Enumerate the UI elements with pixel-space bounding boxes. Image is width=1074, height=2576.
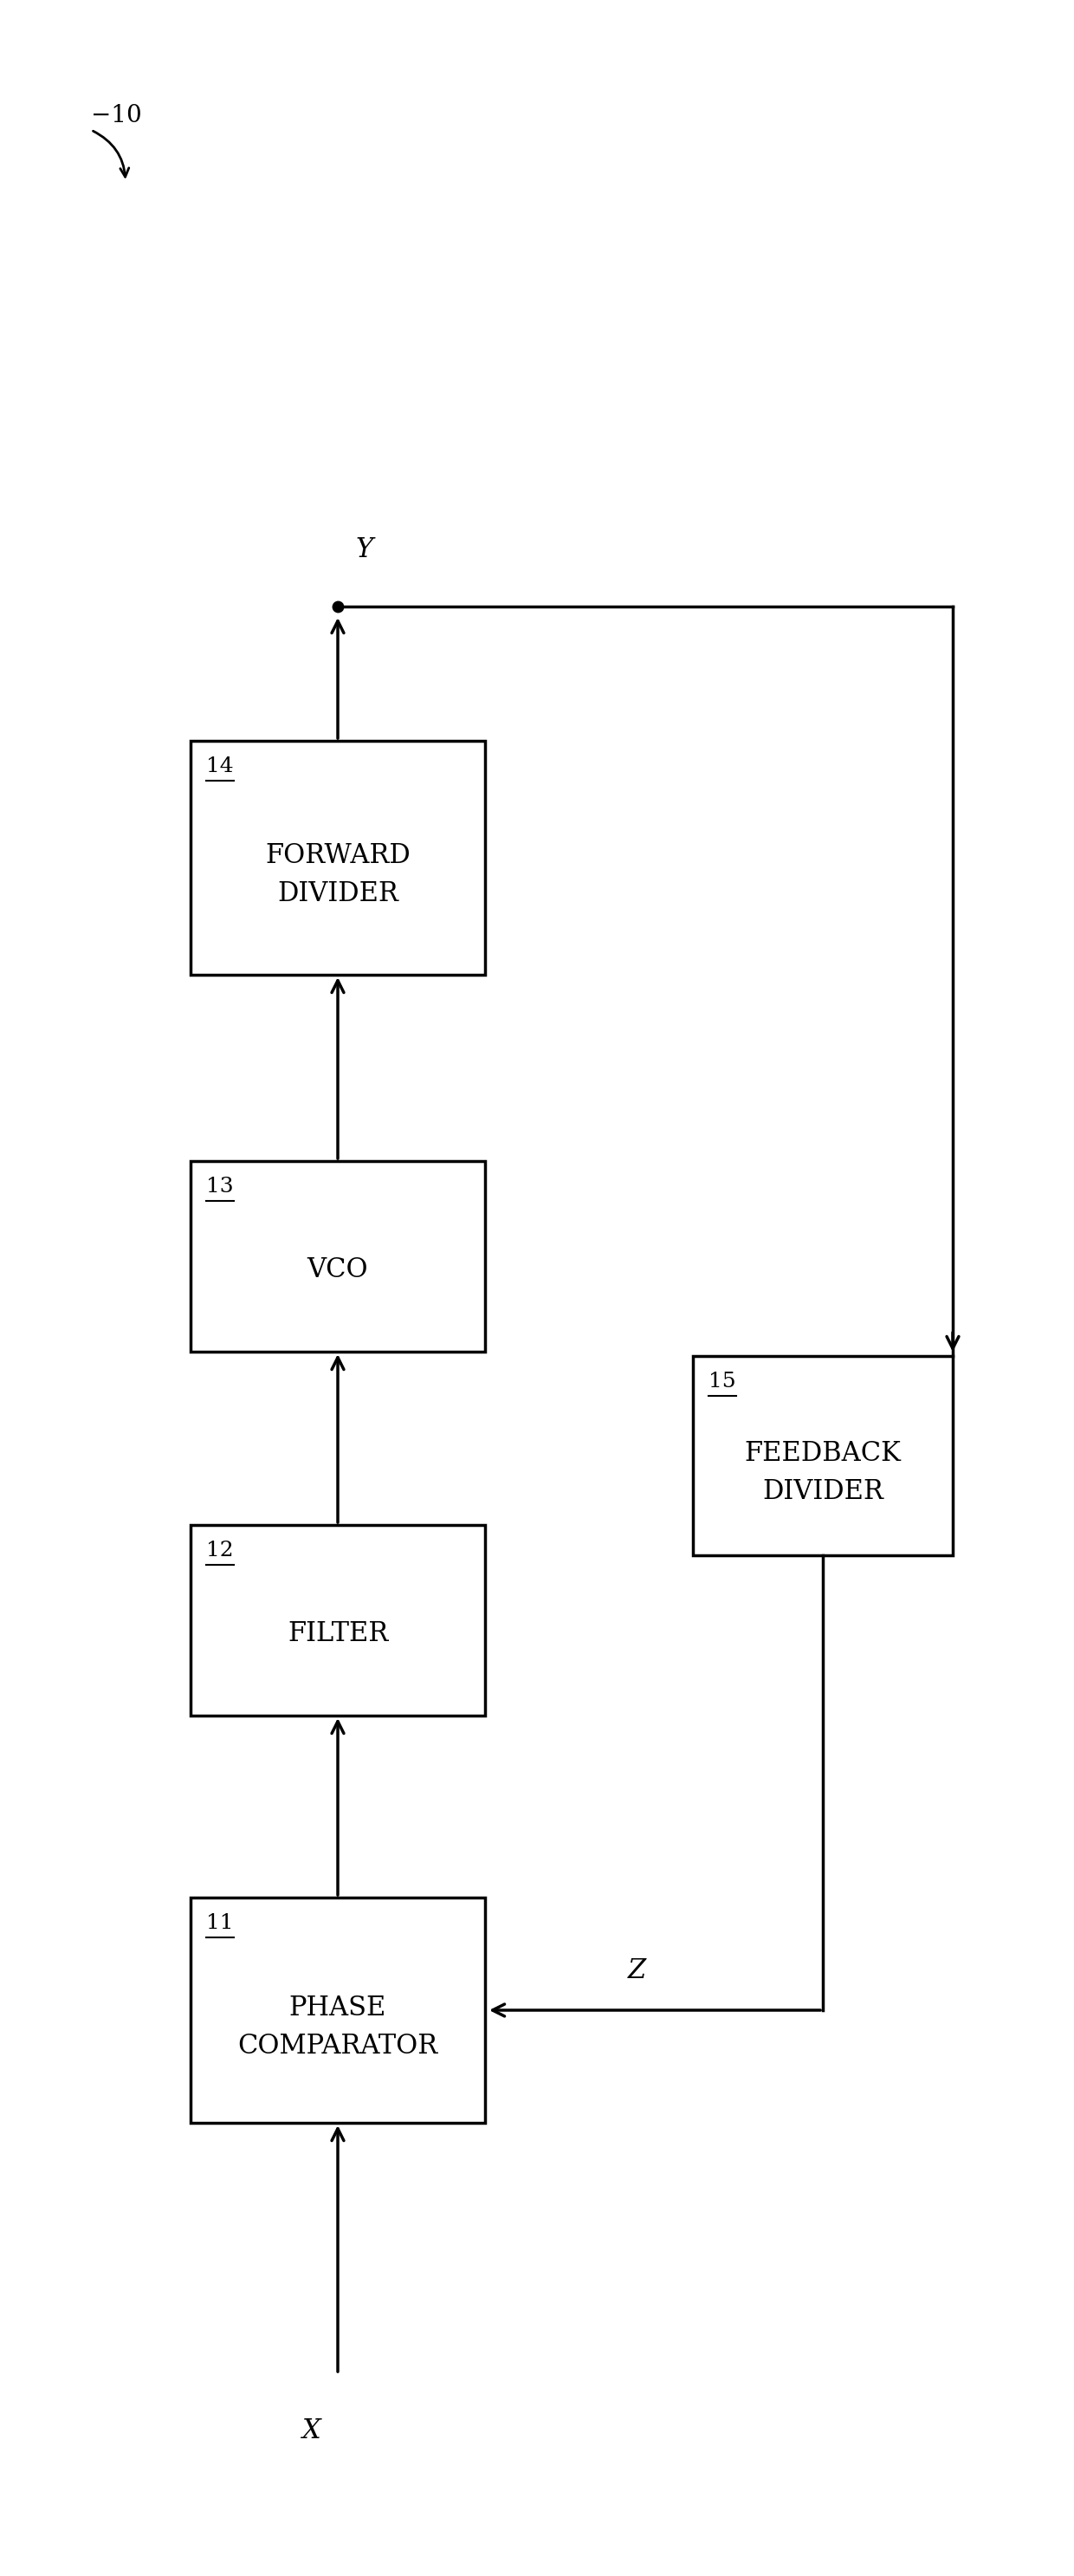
Bar [190,742,485,974]
Text: VCO: VCO [307,1257,368,1283]
Text: 15: 15 [709,1370,736,1391]
Text: X: X [303,2416,321,2445]
Text: DIVIDER: DIVIDER [763,1479,884,1504]
Text: FORWARD: FORWARD [265,842,410,868]
Text: DIVIDER: DIVIDER [277,881,398,907]
Bar [190,1162,485,1352]
Text: 11: 11 [206,1914,233,1932]
Text: 12: 12 [206,1540,233,1561]
Bar [190,1525,485,1716]
Text: Y: Y [355,536,373,564]
Text: FILTER: FILTER [288,1620,388,1646]
Bar [693,1355,953,1556]
Text: −10: −10 [91,103,142,126]
Text: COMPARATOR: COMPARATOR [237,2032,438,2058]
Text: PHASE: PHASE [289,1994,387,2022]
Text: 13: 13 [206,1177,233,1198]
Text: FEEDBACK: FEEDBACK [744,1440,901,1466]
Bar [190,1899,485,2123]
Text: 14: 14 [206,757,233,775]
Text: Z: Z [627,1958,645,1984]
